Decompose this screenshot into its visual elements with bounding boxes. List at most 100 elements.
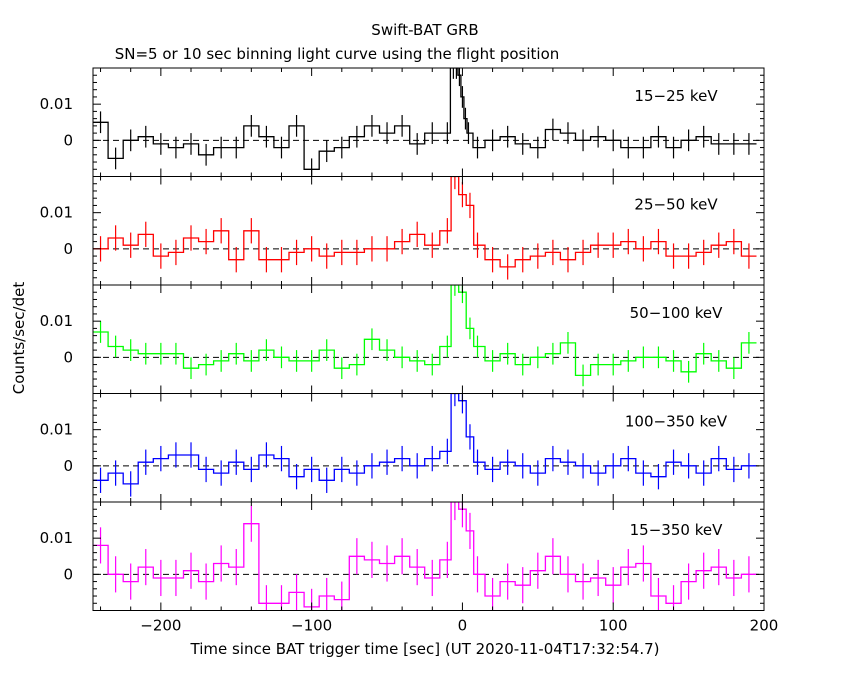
data-point <box>311 248 313 250</box>
data-point <box>567 461 569 463</box>
data-point <box>371 248 373 250</box>
data-point <box>190 237 192 239</box>
data-point <box>642 356 644 358</box>
band-label: 50−100 keV <box>630 304 723 322</box>
data-point <box>295 476 298 478</box>
data-point <box>130 349 132 351</box>
chart-subtitle: SN=5 or 10 sec binning light curve using… <box>115 45 560 63</box>
data-point <box>280 356 283 358</box>
data-point <box>235 461 237 463</box>
series-1 <box>93 68 757 177</box>
data-point <box>235 566 237 568</box>
data-point <box>341 146 343 149</box>
data-point <box>115 237 117 239</box>
data-point <box>341 251 343 254</box>
data-point <box>130 139 132 141</box>
data-point <box>250 360 252 362</box>
data-point <box>642 146 644 149</box>
data-point <box>733 143 735 145</box>
data-point <box>582 580 584 583</box>
data-point <box>175 353 177 355</box>
data-point <box>552 458 554 460</box>
data-point <box>446 450 448 452</box>
data-point <box>597 577 599 579</box>
series-2 <box>93 176 757 280</box>
data-point <box>582 139 584 141</box>
data-point <box>522 143 524 145</box>
data-point <box>190 367 192 369</box>
data-point <box>446 345 448 348</box>
data-point <box>567 259 569 261</box>
data-point <box>627 360 629 362</box>
data-point <box>190 143 192 145</box>
data-point <box>265 136 268 138</box>
data-point <box>748 573 750 575</box>
data-point <box>145 461 147 463</box>
data-point <box>469 530 471 532</box>
data-point <box>537 570 539 572</box>
data-point <box>627 241 629 243</box>
data-point <box>190 454 192 456</box>
data-point <box>326 479 328 481</box>
data-point <box>718 360 720 362</box>
data-point <box>356 555 358 557</box>
histogram-line <box>93 68 757 170</box>
data-point <box>115 573 117 575</box>
data-point <box>190 570 192 572</box>
data-point <box>522 259 524 261</box>
x-tick-label: 0 <box>458 617 468 635</box>
data-point <box>401 125 403 127</box>
data-point <box>145 233 147 235</box>
data-point <box>672 461 675 463</box>
data-point <box>145 566 147 568</box>
data-point <box>522 363 524 366</box>
band-label: 25−50 keV <box>634 196 718 214</box>
data-point <box>401 458 403 460</box>
data-point <box>175 577 177 579</box>
data-point <box>250 468 252 471</box>
data-point <box>265 602 268 604</box>
data-point <box>386 562 388 565</box>
data-point <box>326 349 328 351</box>
y-tick-label: 0.01 <box>40 95 73 113</box>
panel-frame <box>92 67 765 177</box>
data-point <box>160 255 162 257</box>
histogram-line <box>93 176 757 268</box>
data-point <box>597 363 599 366</box>
data-point <box>552 251 554 254</box>
data-point <box>371 125 373 127</box>
data-point <box>416 143 418 145</box>
data-point <box>205 363 207 366</box>
data-point <box>115 472 117 474</box>
data-point <box>295 591 298 594</box>
data-point <box>175 454 177 456</box>
data-point <box>642 562 644 565</box>
data-point <box>458 74 461 76</box>
data-point <box>612 139 614 141</box>
series-3 <box>93 285 757 387</box>
panel-frame <box>92 176 765 286</box>
data-point <box>295 251 298 254</box>
data-point <box>175 251 177 254</box>
data-point <box>567 573 569 575</box>
data-point <box>250 230 252 232</box>
data-point <box>703 251 705 254</box>
data-point <box>220 230 222 232</box>
data-point <box>341 367 343 369</box>
data-point <box>160 353 162 355</box>
data-point <box>657 476 660 478</box>
data-point <box>130 483 132 485</box>
data-point <box>175 146 177 149</box>
data-point <box>537 472 539 474</box>
data-point <box>537 356 539 358</box>
data-point <box>145 136 147 138</box>
data-point <box>552 353 554 355</box>
data-point <box>220 472 222 474</box>
data-point <box>235 146 237 149</box>
y-tick-label: 0 <box>63 565 73 583</box>
data-point <box>467 132 470 134</box>
data-point <box>115 157 117 160</box>
y-tick-label: 0 <box>63 457 73 475</box>
data-point <box>469 436 471 438</box>
